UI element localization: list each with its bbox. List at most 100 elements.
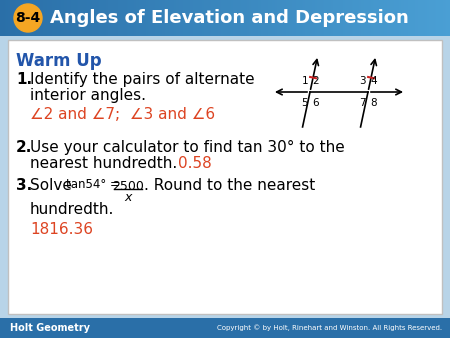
Bar — [292, 0, 293, 36]
Bar — [30, 0, 31, 36]
Bar — [191, 0, 192, 36]
Bar — [59, 0, 60, 36]
Bar — [253, 0, 254, 36]
Bar — [275, 0, 276, 36]
Text: 6: 6 — [312, 98, 319, 108]
Bar — [315, 0, 316, 36]
Bar — [76, 0, 77, 36]
Bar — [439, 0, 440, 36]
Bar — [445, 0, 446, 36]
Bar — [20, 0, 21, 36]
Bar — [248, 0, 249, 36]
Bar — [23, 0, 24, 36]
Bar — [150, 0, 151, 36]
Bar — [155, 0, 156, 36]
Bar — [79, 0, 80, 36]
Bar — [110, 0, 111, 36]
Bar — [173, 0, 174, 36]
Bar — [206, 0, 207, 36]
Bar — [328, 0, 329, 36]
Bar — [391, 0, 392, 36]
Bar — [61, 0, 62, 36]
Bar — [214, 0, 215, 36]
Bar — [148, 0, 149, 36]
Bar — [160, 0, 161, 36]
Bar — [223, 0, 224, 36]
Bar — [113, 0, 114, 36]
Bar — [397, 0, 398, 36]
Bar — [153, 0, 154, 36]
Bar — [47, 0, 48, 36]
Bar — [130, 0, 131, 36]
Bar — [444, 0, 445, 36]
Bar — [262, 0, 263, 36]
Bar — [39, 0, 40, 36]
Text: 5: 5 — [302, 98, 308, 108]
Bar — [312, 0, 313, 36]
Bar — [265, 0, 266, 36]
Text: 1: 1 — [302, 76, 308, 86]
Bar — [431, 0, 432, 36]
Bar — [298, 0, 299, 36]
Bar — [70, 0, 71, 36]
Bar — [40, 0, 41, 36]
Bar — [448, 0, 449, 36]
Bar — [21, 0, 22, 36]
Bar — [212, 0, 213, 36]
Bar — [46, 0, 47, 36]
Bar — [238, 0, 239, 36]
Bar — [72, 0, 73, 36]
Bar — [119, 0, 120, 36]
Bar — [84, 0, 85, 36]
Bar — [74, 0, 75, 36]
Bar — [0, 0, 1, 36]
Bar — [394, 0, 395, 36]
Bar — [280, 0, 281, 36]
Text: Use your calculator to find tan 30° to the: Use your calculator to find tan 30° to t… — [30, 140, 345, 155]
Bar — [345, 0, 346, 36]
Bar — [423, 0, 424, 36]
Text: 2: 2 — [312, 76, 319, 86]
Bar — [12, 0, 13, 36]
Bar — [218, 0, 219, 36]
Bar — [73, 0, 74, 36]
Bar — [293, 0, 294, 36]
Bar — [129, 0, 130, 36]
Bar — [383, 0, 384, 36]
Bar — [29, 0, 30, 36]
Bar — [44, 0, 45, 36]
Bar — [258, 0, 259, 36]
Bar — [75, 0, 76, 36]
Text: 3.: 3. — [16, 178, 32, 193]
Bar — [272, 0, 273, 36]
Bar — [442, 0, 443, 36]
Bar — [203, 0, 204, 36]
Bar — [189, 0, 190, 36]
Bar — [367, 0, 368, 36]
Bar — [6, 0, 7, 36]
Bar — [144, 0, 145, 36]
Bar — [255, 0, 256, 36]
Bar — [152, 0, 153, 36]
Bar — [438, 0, 439, 36]
Bar — [19, 0, 20, 36]
Bar — [5, 0, 6, 36]
Bar — [56, 0, 57, 36]
Bar — [118, 0, 119, 36]
Bar — [105, 0, 106, 36]
Bar — [365, 0, 366, 36]
Bar — [197, 0, 198, 36]
Bar — [364, 0, 365, 36]
Bar — [247, 0, 248, 36]
Bar — [285, 0, 286, 36]
Bar — [48, 0, 49, 36]
Bar — [300, 0, 301, 36]
Bar — [436, 0, 437, 36]
Bar — [178, 0, 179, 36]
Bar — [398, 0, 399, 36]
Bar — [123, 0, 124, 36]
Bar — [179, 0, 180, 36]
Bar — [325, 0, 326, 36]
Bar — [219, 0, 220, 36]
Bar — [286, 0, 287, 36]
